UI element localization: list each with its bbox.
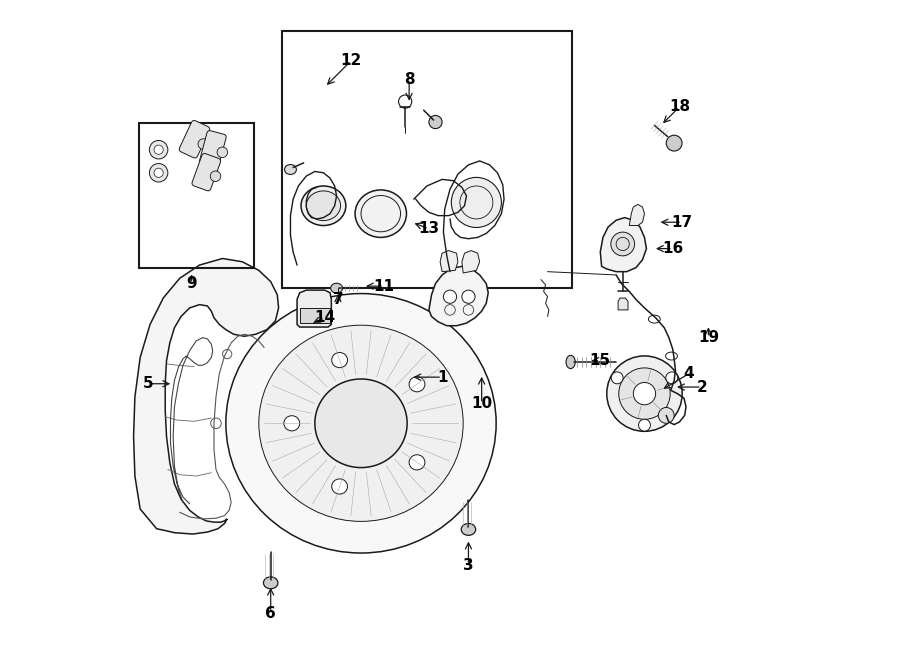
Ellipse shape	[461, 524, 476, 536]
Circle shape	[149, 164, 168, 182]
FancyBboxPatch shape	[200, 130, 226, 167]
Text: 4: 4	[683, 366, 694, 381]
Ellipse shape	[284, 165, 296, 174]
Bar	[139, 123, 254, 268]
Circle shape	[451, 177, 501, 228]
Text: 11: 11	[374, 279, 394, 294]
Text: 6: 6	[266, 606, 276, 621]
Polygon shape	[600, 218, 646, 271]
Circle shape	[154, 145, 163, 154]
Circle shape	[154, 168, 163, 177]
Text: 7: 7	[333, 292, 343, 307]
Text: 17: 17	[671, 214, 693, 230]
Circle shape	[666, 135, 682, 151]
FancyBboxPatch shape	[192, 154, 220, 191]
Ellipse shape	[264, 577, 278, 589]
Circle shape	[611, 372, 623, 384]
Circle shape	[149, 140, 168, 159]
Ellipse shape	[332, 352, 347, 367]
Text: 10: 10	[471, 396, 492, 411]
Polygon shape	[297, 290, 331, 327]
Text: 15: 15	[590, 353, 611, 368]
Bar	[282, 31, 572, 288]
Ellipse shape	[315, 379, 407, 467]
Text: 14: 14	[314, 310, 336, 325]
Text: 5: 5	[143, 376, 153, 391]
Ellipse shape	[259, 325, 464, 522]
Polygon shape	[629, 205, 644, 226]
Text: 1: 1	[436, 369, 447, 385]
Circle shape	[638, 419, 651, 431]
Circle shape	[462, 290, 475, 303]
Ellipse shape	[410, 377, 425, 392]
Ellipse shape	[301, 186, 346, 226]
Circle shape	[444, 290, 456, 303]
Polygon shape	[133, 258, 279, 534]
Text: 19: 19	[698, 330, 719, 345]
Circle shape	[658, 408, 674, 423]
Circle shape	[211, 171, 220, 181]
FancyBboxPatch shape	[179, 120, 210, 158]
Ellipse shape	[566, 355, 575, 369]
Circle shape	[217, 147, 228, 158]
Polygon shape	[618, 298, 628, 310]
Ellipse shape	[619, 368, 670, 419]
Ellipse shape	[356, 190, 407, 238]
Circle shape	[666, 372, 678, 384]
Polygon shape	[429, 266, 488, 326]
Polygon shape	[462, 251, 480, 273]
Text: 3: 3	[464, 557, 473, 573]
Circle shape	[611, 232, 634, 256]
Ellipse shape	[226, 293, 496, 553]
Ellipse shape	[284, 416, 300, 431]
Text: 12: 12	[340, 53, 362, 68]
Text: 9: 9	[186, 276, 197, 291]
Text: 18: 18	[669, 99, 690, 115]
Circle shape	[429, 115, 442, 128]
Ellipse shape	[332, 479, 347, 494]
Text: 13: 13	[418, 221, 439, 236]
Polygon shape	[440, 251, 458, 271]
Ellipse shape	[410, 455, 425, 470]
Ellipse shape	[634, 383, 655, 404]
Ellipse shape	[306, 191, 340, 220]
Text: 2: 2	[697, 379, 707, 395]
Polygon shape	[300, 308, 330, 323]
Ellipse shape	[607, 356, 682, 432]
Text: 8: 8	[404, 71, 414, 87]
Circle shape	[198, 139, 209, 150]
Text: 16: 16	[662, 241, 683, 256]
Ellipse shape	[330, 283, 343, 293]
